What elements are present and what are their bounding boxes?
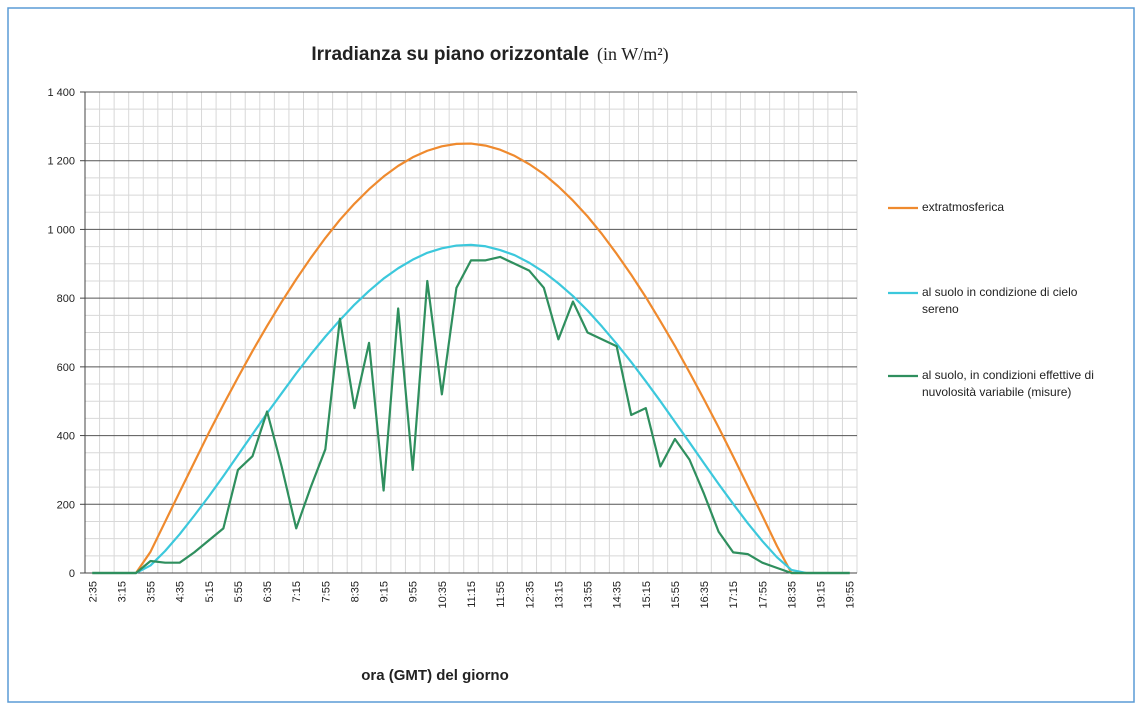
series-line [92, 255, 850, 575]
y-tick-label: 1 400 [47, 87, 75, 99]
x-tick-label: 3:15 [116, 581, 128, 602]
x-tick-label: 5:55 [233, 581, 245, 602]
x-tick-label: 10:35 [437, 581, 449, 609]
x-tick-label: 17:15 [728, 581, 740, 609]
x-tick-label: 15:15 [641, 581, 653, 609]
x-tick-label: 8:35 [349, 581, 361, 602]
x-tick-label: 16:35 [699, 581, 711, 609]
y-tick-label: 600 [57, 362, 75, 374]
chart-title: Irradianza su piano orizzontale (in W/m²) [311, 44, 668, 65]
x-tick-label: 9:15 [379, 581, 391, 602]
y-tick-label: 400 [57, 431, 75, 443]
x-tick-label: 2:35 [87, 581, 99, 602]
x-tick-label: 18:35 [786, 581, 798, 609]
x-tick-label: 11:15 [466, 581, 478, 608]
x-tick-label: 9:55 [408, 581, 420, 602]
legend-label: extratmosferica [922, 200, 1005, 214]
x-tick-label: 12:35 [524, 581, 536, 609]
y-tick-label: 1 000 [47, 224, 75, 236]
series-line [92, 142, 850, 575]
x-tick-label: 4:35 [175, 581, 187, 602]
x-tick-label: 3:55 [146, 581, 158, 602]
legend-label: al suolo in condizione di cielo sereno [922, 285, 1078, 316]
x-axis-label: ora (GMT) del giorno [361, 667, 509, 684]
y-tick-label: 1 200 [47, 156, 75, 168]
x-tick-label: 13:55 [583, 581, 595, 609]
legend-label: al suolo, in condizioni effettive di nuv… [922, 368, 1094, 399]
x-tick-label: 14:35 [612, 581, 624, 609]
x-tick-label: 6:35 [262, 581, 274, 602]
title-unit: (in W/m²) [597, 44, 669, 65]
x-tick-label: 17:55 [757, 581, 769, 609]
x-tick-label: 13:15 [553, 581, 565, 609]
x-tick-label: 11:55 [495, 581, 507, 608]
x-tick-label: 19:55 [845, 581, 857, 609]
x-tick-label: 19:15 [816, 581, 828, 609]
x-tick-label: 7:55 [320, 581, 332, 602]
title-main: Irradianza su piano orizzontale [311, 44, 589, 65]
y-tick-label: 0 [69, 568, 75, 580]
frame [7, 7, 1135, 703]
series-line [92, 243, 850, 575]
y-tick-label: 800 [57, 293, 75, 305]
x-tick-label: 7:15 [291, 581, 303, 602]
y-tick-label: 200 [57, 499, 75, 511]
x-tick-label: 5:15 [204, 581, 216, 602]
x-tick-label: 15:55 [670, 581, 682, 609]
